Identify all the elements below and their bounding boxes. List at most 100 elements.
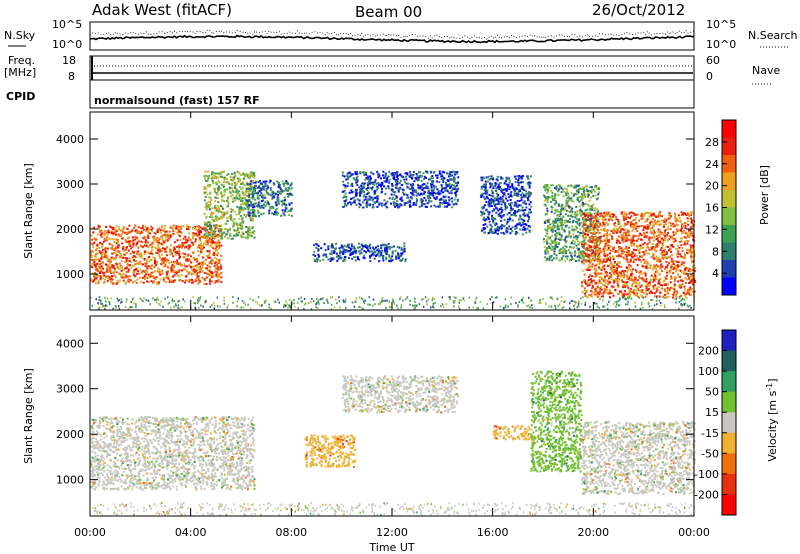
range-cell — [222, 231, 225, 234]
range-cell — [579, 212, 582, 215]
range-cell — [177, 225, 180, 228]
range-cell — [269, 179, 272, 182]
range-cell — [127, 242, 130, 245]
range-cell — [560, 237, 563, 240]
range-cell — [578, 224, 581, 227]
range-cell — [480, 210, 483, 213]
range-cell — [170, 234, 172, 237]
range-cell — [223, 181, 226, 184]
range-cell — [545, 232, 548, 235]
range-cell — [528, 230, 531, 233]
range-cell — [401, 199, 404, 202]
range-cell — [636, 246, 639, 249]
range-cell — [208, 200, 211, 203]
range-cell — [565, 192, 567, 195]
range-cell — [373, 197, 376, 200]
range-cell — [245, 201, 248, 204]
range-cell — [364, 178, 367, 181]
range-cell — [596, 211, 599, 214]
range-cell — [577, 243, 580, 246]
range-cell — [442, 199, 445, 202]
range-cell — [543, 185, 545, 188]
range-cell — [217, 185, 220, 188]
range-cell — [180, 274, 183, 277]
range-cell — [660, 265, 662, 268]
range-cell — [107, 264, 109, 267]
range-cell — [209, 273, 212, 276]
range-cell — [272, 192, 275, 195]
range-cell — [142, 224, 144, 227]
range-cell — [628, 275, 631, 278]
range-cell — [128, 260, 131, 263]
range-cell — [563, 229, 566, 231]
range-cell — [616, 282, 619, 285]
range-cell — [238, 180, 241, 183]
range-cell — [505, 176, 508, 179]
range-cell — [581, 193, 583, 196]
range-cell — [432, 194, 435, 197]
range-cell — [690, 269, 693, 272]
range-cell — [690, 253, 693, 256]
range-cell — [214, 270, 217, 273]
range-cell — [172, 263, 175, 266]
range-cell — [196, 264, 199, 266]
range-cell — [506, 178, 509, 180]
range-cell — [354, 199, 357, 202]
range-cell — [140, 280, 143, 283]
range-cell — [196, 225, 199, 228]
range-cell — [218, 275, 221, 278]
range-cell — [493, 203, 496, 206]
range-cell — [627, 216, 629, 219]
range-cell — [501, 224, 504, 227]
range-cell — [312, 253, 315, 256]
range-cell — [684, 282, 687, 284]
range-cell — [396, 187, 399, 190]
range-cell — [521, 187, 524, 190]
range-cell — [91, 262, 94, 265]
range-cell — [527, 195, 530, 198]
range-cell — [636, 292, 639, 295]
range-cell — [330, 252, 333, 254]
range-cell — [215, 176, 218, 179]
range-cell — [555, 187, 558, 190]
range-cell — [131, 250, 134, 253]
range-cell — [284, 203, 287, 206]
range-cell — [493, 204, 496, 207]
range-cell — [163, 227, 166, 230]
range-cell — [494, 231, 497, 234]
range-cell — [231, 172, 234, 175]
range-cell — [206, 178, 209, 181]
range-cell — [247, 206, 250, 209]
range-cell — [564, 220, 567, 223]
range-cell — [219, 187, 222, 190]
range-cell — [214, 217, 217, 220]
range-cell — [560, 187, 563, 190]
range-cell — [188, 246, 191, 249]
range-cell — [600, 282, 603, 284]
range-cell — [226, 196, 229, 199]
range-cell — [178, 254, 181, 257]
range-cell — [98, 229, 101, 232]
range-cell — [177, 230, 180, 233]
range-cell — [551, 194, 554, 197]
range-cell — [97, 233, 100, 236]
range-cell — [522, 213, 525, 216]
range-cell — [178, 279, 181, 282]
range-cell — [430, 200, 433, 203]
range-cell — [164, 257, 167, 259]
range-cell — [554, 219, 557, 222]
range-cell — [658, 230, 661, 233]
range-cell — [364, 243, 367, 246]
range-cell — [391, 196, 394, 199]
range-cell — [211, 171, 214, 174]
range-cell — [550, 189, 553, 192]
range-cell — [256, 205, 259, 208]
range-cell — [254, 202, 257, 205]
range-cell — [198, 254, 200, 257]
range-cell — [170, 261, 173, 264]
freq-tick-bottom: 8 — [68, 70, 75, 83]
range-cell — [183, 263, 186, 266]
range-cell — [284, 199, 287, 202]
range-cell — [527, 220, 530, 223]
